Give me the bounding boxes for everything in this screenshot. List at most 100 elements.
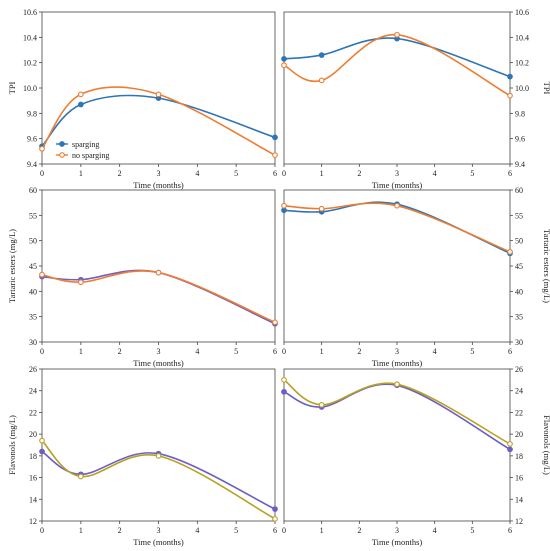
panel-middle-right-y-tick-label: 60 (515, 186, 523, 195)
panel-top-left-series-1-point (155, 91, 162, 98)
panel-top-right-y-axis-label: TPI (542, 82, 550, 95)
panel-bottom-right-x-tick-label: 1 (320, 526, 324, 535)
panel-bottom-left-series-0-line (41, 450, 276, 510)
panel-bottom-left-x-tick-label: 1 (79, 526, 83, 535)
panel-middle-left-y-tick-label: 55 (29, 211, 37, 220)
panel-top-right-y-tick-label: 9.4 (515, 160, 525, 169)
panel-bottom-right-series-1-point (318, 401, 325, 408)
panel-top-right-series-0-line (283, 37, 511, 78)
panel-top-right-x-tick-label: 6 (508, 169, 512, 178)
panel-bottom-left-series-1-point (272, 515, 278, 522)
panel-bottom-left-series-1-point (39, 437, 45, 444)
panel-middle-right-y-axis-label: Tartaric esters (mg/L) (542, 229, 550, 303)
panel-top-right-series-1-line (283, 33, 511, 97)
panel-bottom-right-y-tick-label: 22 (515, 408, 523, 417)
panel-bottom-right-x-tick-label: 4 (433, 526, 437, 535)
panel-middle-right-y-tick-label: 40 (515, 287, 523, 296)
panel-bottom-left-x-tick-label: 2 (118, 526, 122, 535)
panel-top-left-x-tick-label: 5 (234, 169, 238, 178)
panel-bottom-left-y-tick-label: 22 (29, 408, 37, 417)
panel-bottom-right-series-1-point (281, 377, 287, 383)
panel-top-left-x-tick-label: 3 (157, 169, 161, 178)
panel-bottom-left-series-0-point (272, 506, 278, 512)
panel-bottom-left-y-tick-label: 26 (29, 365, 37, 374)
panel-top-right-series-1-point (318, 77, 325, 84)
panel-middle-left-y-tick-label: 30 (29, 338, 37, 347)
panel-bottom-left-y-tick-label: 24 (29, 387, 37, 396)
panel-top-right-x-tick-label: 0 (282, 169, 286, 178)
panel-top-right: 0 1 2 3 4 5 69.4 9.6 9.8 10.0 10.2 10.4 10.6 Time (mo… (281, 8, 550, 190)
panel-bottom-right-series-1-point (507, 441, 513, 447)
panel-middle-right-x-tick-label: 4 (433, 347, 437, 356)
panel-top-right-y-tick-label: 10.0 (515, 84, 529, 93)
panel-bottom-left-x-tick-label: 3 (157, 526, 161, 535)
panel-top-left-y-tick-label: 10.2 (23, 59, 37, 68)
panel-top-right-x-tick-label: 3 (395, 169, 399, 178)
panel-top-left-series-1-point (272, 152, 278, 158)
panel-middle-left-x-tick-label: 1 (79, 347, 83, 356)
panel-middle-right-x-tick-label: 2 (357, 347, 361, 356)
panel-bottom-left-y-axis-label: Flavonols (mg/L) (7, 415, 17, 475)
panel-bottom-left-y-tick-label: 12 (29, 517, 37, 526)
panel-middle-left-series-1-point (272, 319, 278, 326)
panel-middle-left-x-tick-label: 0 (40, 347, 44, 356)
panel-top-left-y-tick-label: 10.4 (23, 33, 37, 42)
panel-middle-left-y-tick-label: 40 (29, 287, 37, 296)
panel-bottom-right-frame (283, 368, 511, 522)
panel-top-left-series-0-point (77, 101, 84, 108)
panel-bottom-right-y-axis-label: Flavonols (mg/L) (542, 415, 550, 475)
panel-bottom-right-x-tick-label: 0 (282, 526, 286, 535)
panel-top-right-x-tick-label: 2 (357, 169, 361, 178)
panel-top-right-series-0-point (318, 52, 325, 58)
panel-bottom-left-series-1-point (155, 453, 162, 459)
panel-top-left-series-1-line (41, 86, 276, 156)
panel-top-left-y-tick-label: 9.4 (27, 160, 37, 169)
panel-middle-right-y-tick-label: 30 (515, 338, 523, 347)
panel-bottom-right-x-tick-label: 2 (357, 526, 361, 535)
panel-middle-right-x-tick-label: 5 (470, 347, 474, 356)
panel-top-left-y-tick-label: 9.8 (27, 109, 37, 118)
panel-middle-right-x-tick-label: 1 (320, 347, 324, 356)
panel-top-left-y-tick-label: 10.0 (23, 84, 37, 93)
panel-bottom-left-x-tick-label: 6 (273, 526, 277, 535)
panel-bottom-right-y-tick-label: 14 (515, 495, 523, 504)
panel-bottom-right-x-axis-label: Time (months) (372, 537, 423, 547)
panel-bottom-right-y-tick-label: 20 (515, 430, 523, 439)
panel-bottom-left-y-tick-label: 20 (29, 430, 37, 439)
panel-middle-right-y-tick-label: 55 (515, 211, 523, 220)
panel-top-right-series-1-point (281, 62, 287, 69)
panel-middle-left-series-1-point (39, 271, 45, 278)
panel-top-left-x-tick-label: 2 (118, 169, 122, 178)
panel-bottom-left-series-1-point (77, 473, 84, 480)
panel-top-right-x-tick-label: 5 (470, 169, 474, 178)
panel-bottom-right-x-tick-label: 3 (395, 526, 399, 535)
panel-middle-right-series-1-point (507, 248, 513, 255)
panel-middle-right-x-tick-label: 0 (282, 347, 286, 356)
panel-bottom-right-series-0-point (281, 388, 287, 395)
panel-top-left-series-0-line (41, 94, 276, 147)
panel-middle-left-x-tick-label: 2 (118, 347, 122, 356)
panel-middle-right-series-1-point (318, 205, 325, 212)
panel-bottom-right-y-tick-label: 16 (515, 474, 523, 483)
panel-middle-right-y-tick-label: 50 (515, 237, 523, 246)
panel-top-right-series-0-point (507, 73, 513, 80)
panel-bottom-right-y-tick-label: 18 (515, 452, 523, 461)
panel-top-right-y-tick-label: 9.8 (515, 109, 525, 118)
panel-top-right-y-tick-label: 10.4 (515, 33, 529, 42)
panel-top-left-x-tick-label: 0 (40, 169, 44, 178)
panel-middle-left-x-tick-label: 3 (157, 347, 161, 356)
panel-middle-right-y-tick-label: 45 (515, 262, 523, 271)
panel-middle-right-series-0-point (281, 207, 287, 214)
panel-top-left-y-tick-label: 10.6 (23, 8, 37, 17)
panel-bottom-left-x-axis-label: Time (months) (133, 537, 184, 547)
panel-middle-left-series-1-point (77, 279, 84, 286)
panel-bottom-left-x-tick-label: 4 (195, 526, 199, 535)
panel-middle-left-x-axis-label: Time (months) (133, 358, 184, 368)
panel-top-right-x-axis-label: Time (months) (372, 180, 423, 190)
panel-top-left-legend: sparging no sparging (56, 140, 109, 160)
panel-bottom-left-x-tick-label: 5 (234, 526, 238, 535)
panel-bottom-right-series-0-point (507, 446, 513, 453)
panel-middle-right-x-tick-label: 6 (508, 347, 512, 356)
panel-bottom-right-y-tick-label: 24 (515, 387, 523, 396)
